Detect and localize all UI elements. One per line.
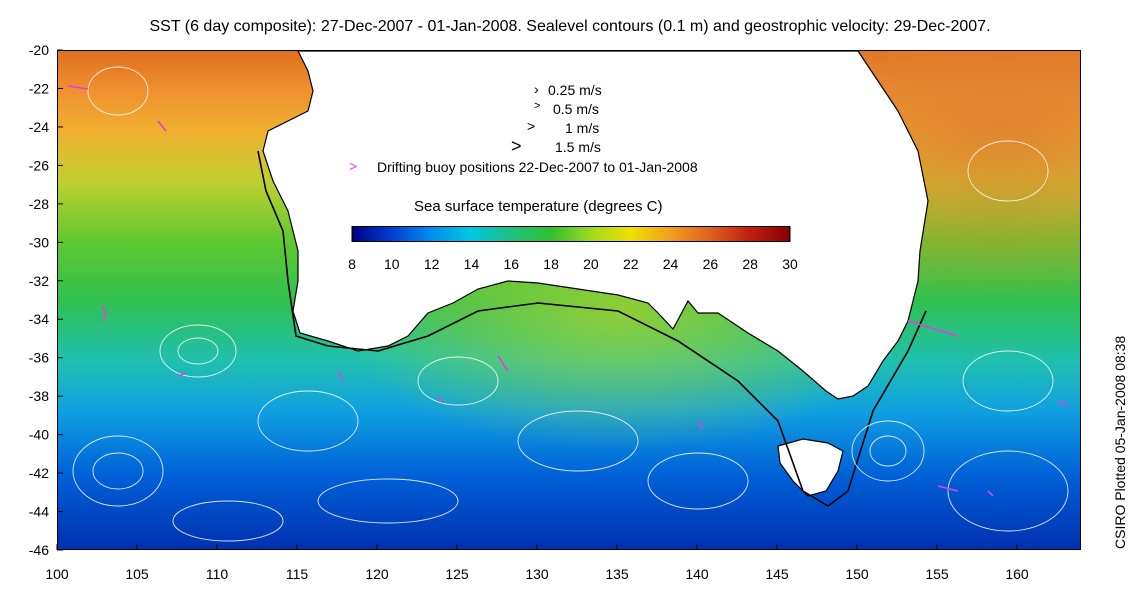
sst-map-canvas — [58, 51, 1080, 549]
tasmania-land — [777, 438, 844, 497]
y-tick-label: -22 — [29, 80, 49, 96]
sealevel-contours — [72, 66, 1069, 542]
australia-land — [262, 51, 929, 400]
y-tick-label: -38 — [29, 388, 49, 404]
vel-legend-label: 0.25 m/s — [548, 82, 602, 98]
vel-arrow-icon: › — [534, 81, 539, 97]
x-tick-label: 115 — [286, 566, 309, 582]
x-tick-label: 110 — [206, 566, 229, 582]
y-tick-label: -26 — [29, 157, 49, 173]
colorbar-bar — [352, 226, 790, 242]
map-title: SST (6 day composite): 27-Dec-2007 - 01-… — [149, 18, 991, 35]
x-tick-label: 100 — [45, 566, 69, 582]
drifting-buoy-tracks — [67, 85, 1069, 497]
y-tick-label: -34 — [29, 311, 49, 327]
x-tick-label: 140 — [685, 566, 709, 582]
x-tick-label: 130 — [525, 566, 549, 582]
y-tick-label: -46 — [29, 542, 49, 558]
buoy-legend-label: Drifting buoy positions 22-Dec-2007 to 0… — [377, 159, 698, 175]
y-tick-label: -42 — [29, 465, 49, 481]
y-tick-label: -30 — [29, 234, 49, 250]
y-tick-label: -36 — [29, 350, 49, 366]
x-tick-label: 120 — [365, 566, 389, 582]
x-tick-label: 125 — [445, 566, 469, 582]
vel-arrow-icon: > — [511, 136, 522, 156]
x-tick-label: 135 — [605, 566, 629, 582]
x-tick-label: 145 — [765, 566, 789, 582]
credit-text: CSIRO Plotted 05-Jan-2008 08:38 — [1112, 335, 1128, 549]
x-tick-label: 105 — [125, 566, 149, 582]
y-tick-label: -28 — [29, 196, 49, 212]
shelf-line — [257, 150, 927, 507]
x-tick-label: 150 — [845, 566, 869, 582]
vel-legend-label: 1.5 m/s — [555, 139, 601, 155]
vel-arrow-icon: > — [527, 118, 536, 134]
vel-legend-label: 0.5 m/s — [553, 101, 599, 117]
vel-arrow-icon: > — [534, 100, 541, 112]
colorbar-title: Sea surface temperature (degrees C) — [414, 198, 663, 215]
y-tick-label: -44 — [29, 504, 49, 520]
buoy-marker-icon: > — [349, 158, 358, 174]
y-tick-label: -40 — [29, 427, 49, 443]
y-tick-label: -20 — [29, 42, 49, 58]
sst-map[interactable] — [57, 50, 1081, 550]
x-tick-label: 155 — [925, 566, 949, 582]
y-tick-label: -24 — [29, 119, 49, 135]
x-tick-label: 160 — [1005, 566, 1029, 582]
vel-legend-label: 1 m/s — [565, 120, 600, 136]
y-tick-label: -32 — [29, 273, 49, 289]
